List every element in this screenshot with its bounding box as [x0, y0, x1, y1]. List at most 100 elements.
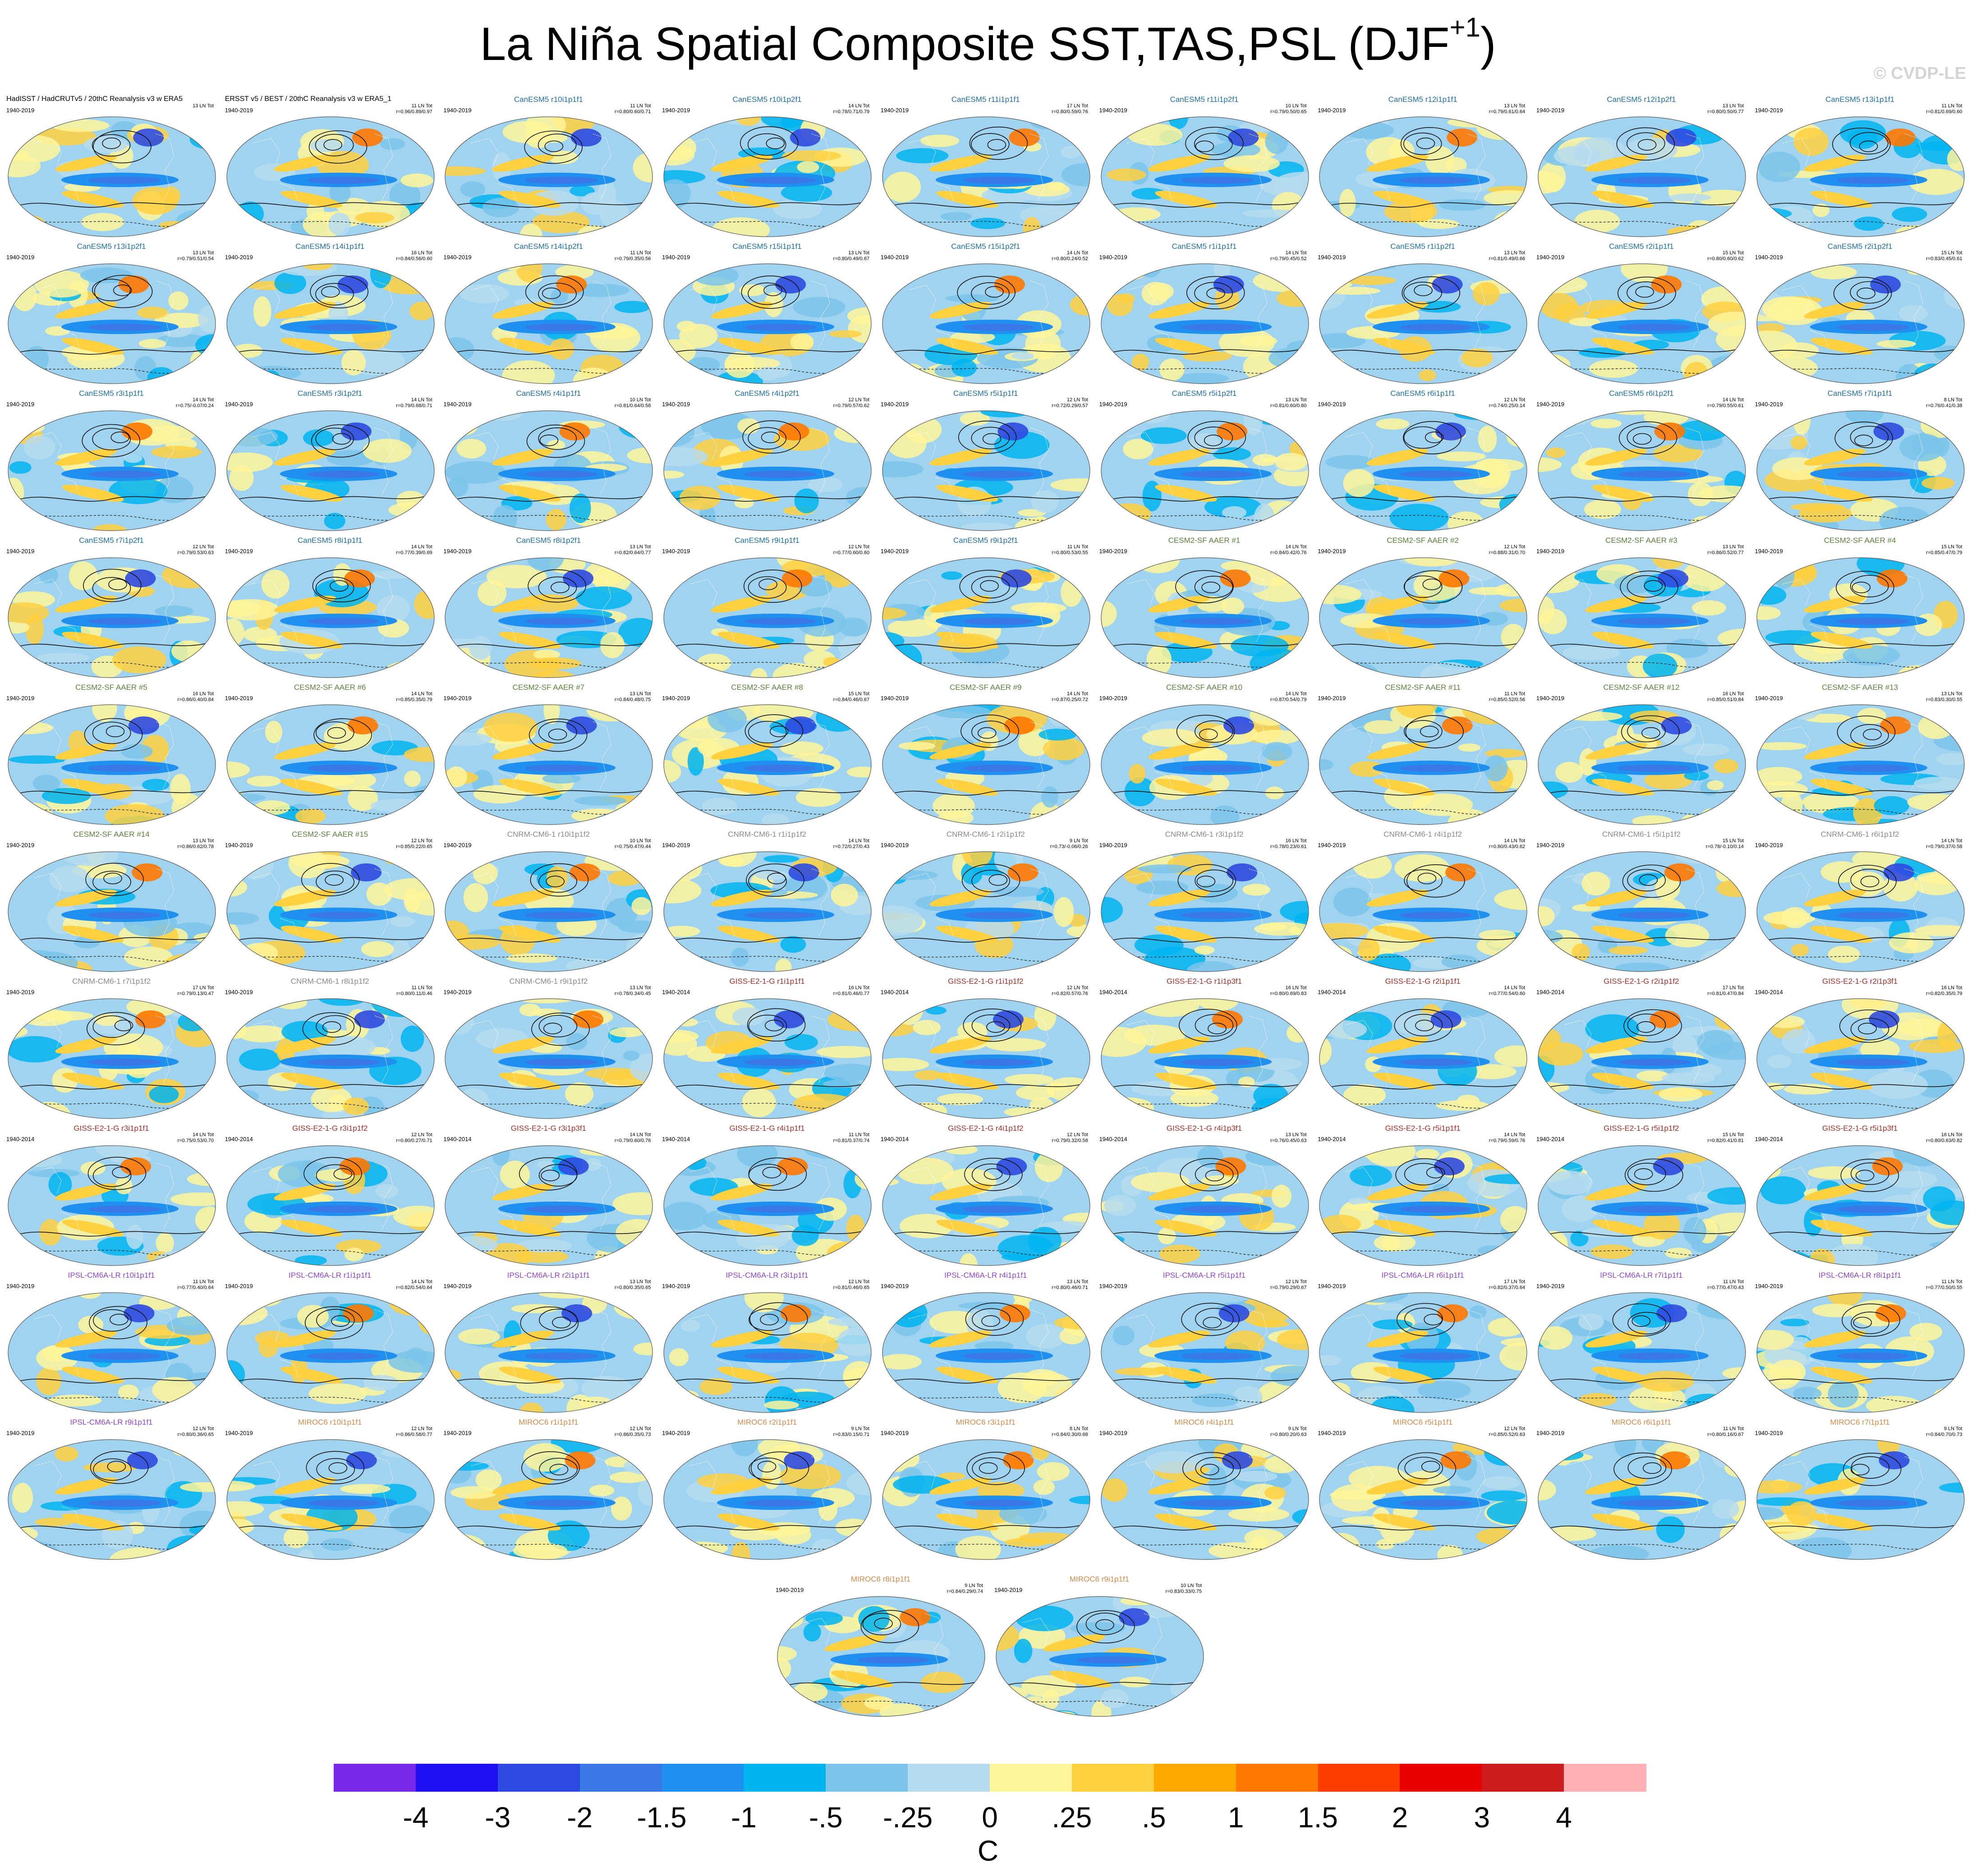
robinson-map [663, 704, 872, 826]
panel-title: CanESM5 r15i1p2f1 [951, 242, 1020, 251]
panel-stats: 10 LN Tot r=0.81/0.64/0.58 [615, 397, 651, 409]
robinson-map [444, 1292, 653, 1413]
panel-title: CanESM5 r13i1p1f1 [1825, 95, 1895, 104]
panel-title: CanESM5 r5i1p1f1 [953, 389, 1018, 398]
panel-stat-line: r=0.72/0.27/0.43 [833, 844, 870, 849]
panel-stat-line: 10 LN Tot [1285, 103, 1307, 109]
panel-stats: 17 LN Tot r=0.80/0.59/0.76 [1052, 103, 1088, 115]
panel-stats: 13 LN Tot r=0.80/0.46/0.71 [1052, 1279, 1088, 1291]
panel-stat-line: r=0.82/0.57/0.76 [1052, 991, 1088, 996]
panel-stat-line: 14 LN Tot [1285, 250, 1307, 256]
map-panel: CNRM-CM6-1 r2i1p1f2 1940-2019 9 LN Tot r=0.… [877, 827, 1094, 974]
panel-stat-line: r=0.80/0.59/0.76 [1052, 109, 1088, 115]
panel-period: 1940-2019 [662, 1283, 690, 1289]
map-panel: GISS-E2-1-G r2i1p1f2 1940-2014 17 LN Tot r=… [1533, 974, 1750, 1121]
panel-period: 1940-2019 [1755, 107, 1783, 114]
map-panel: CNRM-CM6-1 r9i1p1f2 1940-2019 13 LN Tot r=0… [440, 974, 657, 1121]
panel-stats: 12 LN Tot r=0.86/0.35/0.73 [615, 1426, 651, 1438]
panel-title: CESM2-SF AAER #9 [949, 683, 1022, 692]
panel-stat-line: 15 LN Tot [1941, 250, 1962, 256]
panel-title: CanESM5 r8i1p2f1 [516, 536, 581, 545]
panel-period: 1940-2019 [662, 842, 690, 849]
panel-stat-line: r=0.84/0.70/0.73 [1926, 1432, 1962, 1437]
map-panel: GISS-E2-1-G r4i1p1f2 1940-2014 12 LN Tot r=… [877, 1121, 1094, 1268]
panel-period: 1940-2019 [880, 107, 909, 114]
robinson-map [226, 557, 435, 679]
panel-stat-line: r=0.75/-0.07/0.24 [175, 403, 214, 408]
panel-stat-line: r=0.87/0.54/0.79 [1270, 697, 1307, 702]
robinson-map [7, 410, 216, 532]
robinson-map [1537, 998, 1746, 1119]
panel-stat-line: r=0.77/0.47/0.43 [1707, 1285, 1744, 1290]
robinson-map [7, 1439, 216, 1560]
robinson-map [226, 1145, 435, 1266]
map-panel: CanESM5 r10i1p2f1 1940-2019 14 LN Tot r=0.7… [658, 92, 876, 239]
map-panel: GISS-E2-1-G r4i1p1f1 1940-2014 11 LN Tot r=… [658, 1121, 876, 1268]
colorbar-swatch [1564, 1764, 1646, 1792]
map-panel: CanESM5 r14i1p1f1 1940-2019 16 LN Tot r=0.8… [221, 239, 439, 386]
panel-period: 1940-2019 [662, 548, 690, 555]
panel-stats: 12 LN Tot r=0.88/0.31/0.70 [1489, 544, 1525, 556]
panel-title: CNRM-CM6-1 r2i1p1f2 [946, 830, 1025, 839]
panel-title: IPSL-CM6A-LR r9i1p1f1 [70, 1418, 153, 1426]
panel-stats: 12 LN Tot r=0.82/0.57/0.76 [1052, 985, 1088, 997]
panel-period: 1940-2019 [880, 1430, 909, 1436]
panel-period: 1940-2019 [225, 695, 253, 702]
panel-stats: 12 LN Tot r=0.85/0.22/0.65 [396, 838, 432, 850]
panel-title: CESM2-SF AAER #12 [1603, 683, 1680, 692]
panel-stats: 8 LN Tot r=0.76/0.41/0.38 [1926, 397, 1962, 409]
panel-title: MIROC6 r5i1p1f1 [1393, 1418, 1453, 1426]
panel-stats: 16 LN Tot r=0.82/0.35/0.79 [1926, 985, 1962, 997]
panel-period: 1940-2019 [1536, 107, 1565, 114]
map-panel: CanESM5 r10i1p1f1 1940-2019 11 LN Tot r=0.8… [440, 92, 657, 239]
map-panel: CNRM-CM6-1 r3i1p1f2 1940-2019 16 LN Tot r=0… [1096, 827, 1313, 974]
panel-stats: 13 LN Tot r=0.82/0.64/0.77 [615, 544, 651, 556]
panel-stats: 14 LN Tot r=0.79/0.60/0.76 [615, 1132, 651, 1144]
panel-stat-line: r=0.83/0.30/0.55 [1926, 697, 1962, 702]
panel-period: 1940-2019 [225, 1430, 253, 1436]
panel-period: 1940-2019 [880, 254, 909, 261]
panel-stats: 13 LN Tot r=0.79/0.61/0.64 [1489, 103, 1525, 115]
panel-stat-line: 14 LN Tot [193, 397, 214, 403]
panel-title: GISS-E2-1-G r5i1p3f1 [1822, 1124, 1898, 1133]
panel-stat-line: r=0.86/0.62/0.78 [177, 844, 214, 849]
panel-period: 1940-2019 [6, 1430, 35, 1436]
panel-stat-line: r=0.76/0.41/0.38 [1926, 403, 1962, 408]
panel-period: 1940-2014 [1755, 989, 1783, 995]
panel-stat-line: 17 LN Tot [1723, 985, 1744, 991]
robinson-map [1100, 410, 1310, 532]
panel-stat-line: r=0.79/0.50/0.65 [1270, 109, 1307, 115]
map-panel: MIROC6 r1i1p1f1 1940-2019 12 LN Tot r=0.86/… [440, 1415, 657, 1562]
panel-stat-line: r=0.79/0.55/0.61 [1707, 403, 1744, 408]
panel-title: CESM2-SF AAER #13 [1822, 683, 1898, 692]
panel-stats: 14 LN Tot r=0.78/0.71/0.79 [833, 103, 869, 115]
map-panel: CanESM5 r1i1p2f1 1940-2019 13 LN Tot r=0.81… [1314, 239, 1531, 386]
colorbar-tick-label: 0 [982, 1801, 998, 1834]
map-panel: GISS-E2-1-G r5i1p3f1 1940-2014 16 LN Tot r=… [1751, 1121, 1969, 1268]
panel-period: 1940-2019 [1099, 695, 1127, 702]
map-panel: IPSL-CM6A-LR r2i1p1f1 1940-2019 13 LN Tot r… [440, 1268, 657, 1415]
map-panel: CESM2-SF AAER #7 1940-2019 13 LN Tot r=0.84… [440, 680, 657, 827]
panel-stat-line: 11 LN Tot [193, 1279, 214, 1284]
panel-stat-line: r=0.96/0.89/0.97 [396, 109, 432, 115]
panel-period: 1940-2014 [662, 989, 690, 995]
colorbar-swatch [1318, 1764, 1400, 1792]
robinson-map [444, 116, 653, 238]
panel-title: IPSL-CM6A-LR r8i1p1f1 [1818, 1271, 1902, 1280]
map-panel: CanESM5 r7i1p1f1 1940-2019 8 LN Tot r=0.76/… [1751, 386, 1969, 533]
panel-title: CanESM5 r14i1p1f1 [295, 242, 365, 251]
colorbar-tick-label: .5 [1142, 1801, 1166, 1834]
map-panel: CanESM5 r1i1p1f1 1940-2019 14 LN Tot r=0.79… [1096, 239, 1313, 386]
map-panel: ERSST v5 / BEST / 20thC Reanalysis v3 w … [221, 92, 439, 239]
robinson-map [882, 557, 1091, 679]
panel-stats: 14 LN Tot r=0.84/0.42/0.76 [1270, 544, 1306, 556]
map-panel: CanESM5 r12i1p1f1 1940-2019 13 LN Tot r=0.7… [1314, 92, 1531, 239]
panel-period: 1940-2019 [1318, 401, 1346, 408]
panel-title: IPSL-CM6A-LR r1i1p1f1 [289, 1271, 372, 1280]
robinson-map [1537, 704, 1746, 826]
panel-stat-line: 9 LN Tot [1944, 1426, 1962, 1431]
panel-period: 1940-2014 [880, 1136, 909, 1142]
map-panel: CESM2-SF AAER #3 1940-2019 13 LN Tot r=0.86… [1533, 533, 1750, 680]
panel-title: CNRM-CM6-1 r5i1p1f2 [1602, 830, 1681, 839]
panel-period: 1940-2019 [1536, 548, 1565, 555]
